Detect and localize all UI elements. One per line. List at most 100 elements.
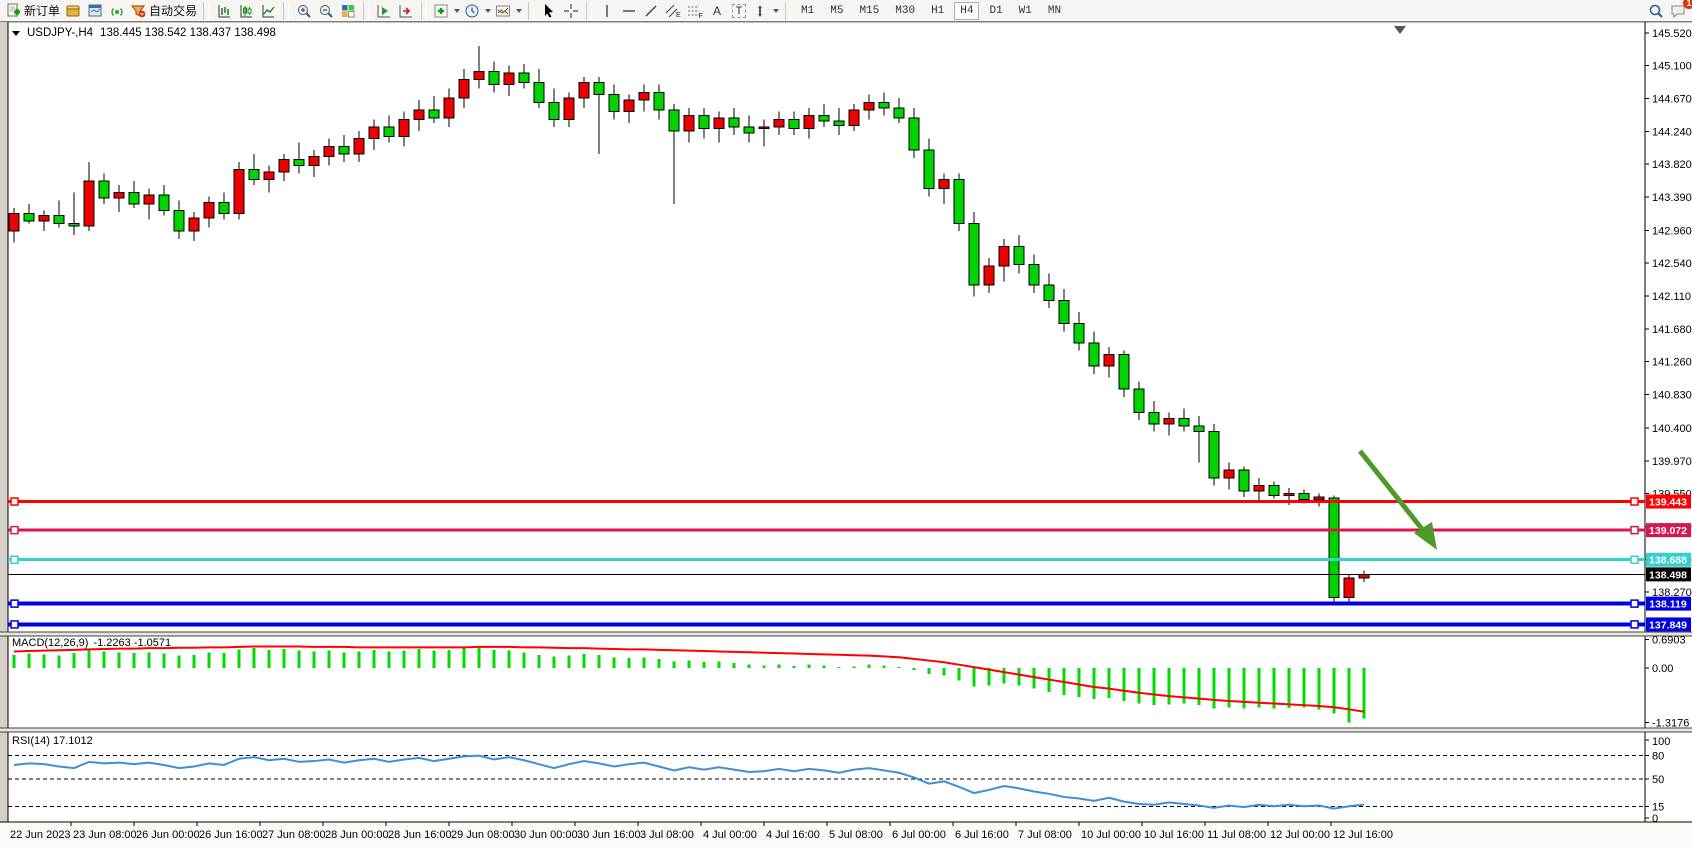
vertical-line-icon [606, 4, 608, 17]
auto-scroll-button[interactable] [373, 1, 395, 21]
price-badge: 137.849 [1649, 619, 1687, 631]
bar-chart-icon [218, 4, 231, 17]
price-tick-label: 142.110 [1652, 291, 1691, 303]
hline-handle [10, 525, 19, 535]
templates-button[interactable] [493, 1, 524, 21]
price-tick-label: 144.670 [1652, 94, 1692, 106]
horizontal-lines[interactable] [8, 497, 1645, 629]
trendline-button[interactable] [640, 1, 662, 21]
zoom-in-button[interactable] [293, 1, 315, 21]
time-tick-label: 28 Jun 00:00 [325, 829, 389, 841]
time-tick-label: 12 Jul 16:00 [1333, 829, 1393, 841]
cursor-button[interactable] [538, 1, 560, 21]
macd-axis-label: -1.3176 [1652, 717, 1689, 729]
vertical-line-button[interactable] [596, 1, 618, 21]
periods-button[interactable] [462, 1, 493, 21]
channel-button[interactable]: E [662, 1, 684, 21]
search-button[interactable] [1645, 1, 1667, 21]
time-tick-label: 30 Jun 00:00 [514, 829, 578, 841]
tab-timeframe-M1[interactable]: M1 [801, 4, 815, 17]
equidistant-channel-icon: E [665, 4, 681, 19]
fibonacci-icon: F [688, 6, 703, 19]
time-tick-label: 10 Jul 00:00 [1081, 829, 1141, 841]
price-tick-label: 145.100 [1652, 60, 1692, 72]
window-button[interactable] [84, 1, 106, 21]
rsi-axis-label: 15 [1652, 801, 1664, 813]
rsi-axis-label: 80 [1652, 751, 1664, 763]
zoom-out-button[interactable] [315, 1, 337, 21]
time-tick-label: 5 Jul 08:00 [829, 829, 883, 841]
macd-axis-label: 0.00 [1652, 663, 1673, 675]
rsi-name: RSI(14) 17.1012 [12, 735, 93, 747]
chart-menu-caret-icon[interactable] [12, 30, 20, 36]
time-axis[interactable]: 22 Jun 2023 23 Jun 08:00 26 Jun 00:00 26 Ju… [0, 821, 1692, 847]
macd-signal-line [13, 645, 1365, 713]
rsi-axis-label: 100 [1652, 736, 1670, 748]
price-tick-label: 140.400 [1652, 423, 1692, 435]
chat-button[interactable]: 1 [1667, 0, 1692, 21]
price-tick-label: 139.970 [1652, 456, 1692, 468]
price-tick-label: 142.960 [1652, 225, 1692, 237]
chart-shift-icon [399, 4, 413, 17]
tile-windows-icon [342, 4, 355, 17]
autotrading-label: 自动交易 [149, 4, 198, 18]
macd-axis-label: 0.6903 [1652, 634, 1686, 646]
chart-ohlc-values: 138.445 138.542 138.437 138.498 [100, 27, 276, 39]
price-badge: 138.498 [1649, 569, 1687, 581]
time-tick-label: 30 Jun 16:00 [577, 829, 641, 841]
tab-timeframe-W1[interactable]: W1 [1018, 4, 1032, 17]
crosshair-button[interactable] [560, 1, 582, 21]
chart-bars-button[interactable] [213, 1, 235, 21]
tab-timeframe-D1[interactable]: D1 [989, 4, 1003, 17]
annotation-arrow[interactable] [1358, 449, 1437, 550]
price-tick-label: 140.830 [1652, 390, 1692, 402]
chart-shift-button[interactable] [395, 1, 417, 21]
autotrading-button[interactable]: 自动交易 [128, 1, 199, 21]
time-tick-label: 22 Jun 2023 [10, 829, 71, 841]
toolbar-separator [283, 1, 290, 20]
time-tick-label: 6 Jul 00:00 [892, 829, 946, 841]
zoom-in-icon [298, 4, 311, 18]
trendline-icon [645, 5, 657, 16]
horizontal-line-button[interactable] [618, 1, 640, 21]
hline-handle [10, 599, 19, 608]
clock-icon [465, 4, 479, 17]
macd-panel: 0.6903 0.00 -1.3176 [12, 634, 1689, 729]
chart-shift-marker[interactable] [1394, 26, 1406, 34]
price-badge: 139.072 [1649, 525, 1687, 537]
signals-button[interactable] [106, 1, 128, 21]
chevron-down-icon [485, 8, 492, 13]
chart-candles-button[interactable] [235, 1, 257, 21]
tab-timeframe-M30[interactable]: M30 [895, 4, 916, 17]
svg-text:E: E [676, 12, 681, 19]
toolbar-separator [586, 1, 593, 20]
tab-timeframe-H1[interactable]: H1 [931, 4, 945, 17]
hline-handle [10, 620, 19, 629]
fibonacci-button[interactable]: F [684, 1, 706, 21]
price-badges: 139.443 139.072 138.688 138.119 137.849 138.4… [1646, 494, 1691, 632]
hline-handle [1630, 555, 1639, 564]
new-order-button[interactable]: 新订单 [3, 1, 62, 21]
indicators-button[interactable] [431, 1, 462, 21]
time-tick-label: 6 Jul 16:00 [955, 829, 1009, 841]
hline-handle [10, 555, 19, 564]
price-tick-label: 143.390 [1652, 192, 1692, 204]
candlestick-chart-icon [240, 4, 253, 17]
tab-timeframe-MN[interactable]: MN [1047, 4, 1062, 17]
tab-timeframe-H4[interactable]: H4 [954, 1, 980, 20]
time-tick-label: 27 Jun 08:00 [262, 829, 326, 841]
tab-timeframe-M15[interactable]: M15 [859, 4, 880, 17]
package-button[interactable] [62, 1, 84, 21]
time-tick-label: 3 Jul 08:00 [640, 829, 694, 841]
toolbar-separator [528, 1, 535, 20]
price-tick-label: 145.520 [1652, 28, 1692, 40]
tab-timeframe-M5[interactable]: M5 [830, 4, 844, 17]
zoom-out-icon [320, 4, 333, 18]
chart-line-button[interactable] [257, 1, 279, 21]
text-label-button[interactable]: T [728, 1, 750, 21]
arrows-button[interactable] [750, 1, 781, 21]
text-button[interactable]: A [706, 1, 728, 21]
indicators-icon [434, 4, 448, 17]
tile-windows-button[interactable] [337, 1, 359, 21]
